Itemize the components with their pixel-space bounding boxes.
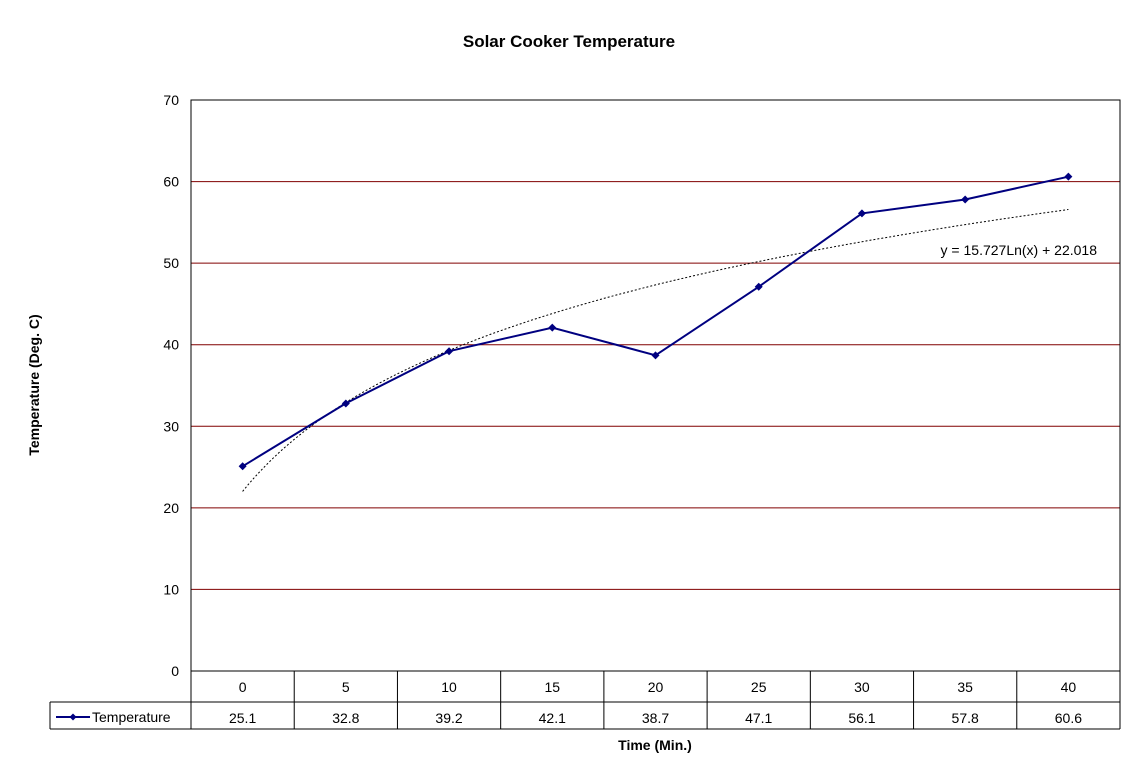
data-point: [238, 462, 247, 471]
legend-marker: [69, 713, 77, 721]
y-tick-label: 50: [163, 255, 179, 271]
plot-area: 0 10 20 30 40 50 60 70 0 5 10 15 20 25 30 35 40 25.1 32.8 3…: [49, 92, 1121, 730]
table-cell: 47.1: [745, 710, 772, 726]
y-axis-title: Temperature (Deg. C): [26, 314, 42, 455]
x-tick-label: 15: [544, 679, 560, 695]
y-tick-label: 10: [163, 581, 179, 597]
legend-label: Temperature: [92, 709, 171, 725]
y-tick-label: 0: [171, 663, 179, 679]
plot-border: [190, 99, 1121, 672]
data-point: [445, 347, 454, 356]
data-point: [754, 282, 763, 291]
y-tick-label: 40: [163, 337, 179, 353]
series-line: [242, 175, 1069, 468]
data-point: [961, 195, 970, 204]
x-tick-label: 25: [751, 679, 767, 695]
trendline-equation: y = 15.727Ln(x) + 22.018: [941, 242, 1098, 258]
x-axis-title: Time (Min.): [618, 737, 692, 753]
y-tick-label: 70: [163, 92, 179, 108]
table-cell: 39.2: [435, 710, 462, 726]
x-tick-label: 40: [1061, 679, 1077, 695]
chart-title: Solar Cooker Temperature: [463, 32, 675, 51]
y-tick-label: 60: [163, 174, 179, 190]
x-tick-label: 30: [854, 679, 870, 695]
x-tick-label: 20: [648, 679, 664, 695]
y-tick-label: 30: [163, 418, 179, 434]
x-tick-label: 35: [957, 679, 973, 695]
x-tick-label: 0: [239, 679, 247, 695]
data-point: [1064, 172, 1073, 181]
trendline: [242, 209, 1069, 492]
x-tick-label: 5: [342, 679, 350, 695]
table-cell: 57.8: [952, 710, 979, 726]
x-tick-label: 10: [441, 679, 457, 695]
y-tick-label: 20: [163, 500, 179, 516]
table-cell: 42.1: [539, 710, 566, 726]
data-point: [651, 351, 660, 360]
table-cell: 25.1: [229, 710, 256, 726]
data-point: [857, 209, 866, 218]
table-cell: 32.8: [332, 710, 359, 726]
data-point: [548, 323, 557, 332]
table-cell: 56.1: [848, 710, 875, 726]
data-point: [341, 399, 350, 408]
table-cell: 38.7: [642, 710, 669, 726]
table-cell: 60.6: [1055, 710, 1082, 726]
